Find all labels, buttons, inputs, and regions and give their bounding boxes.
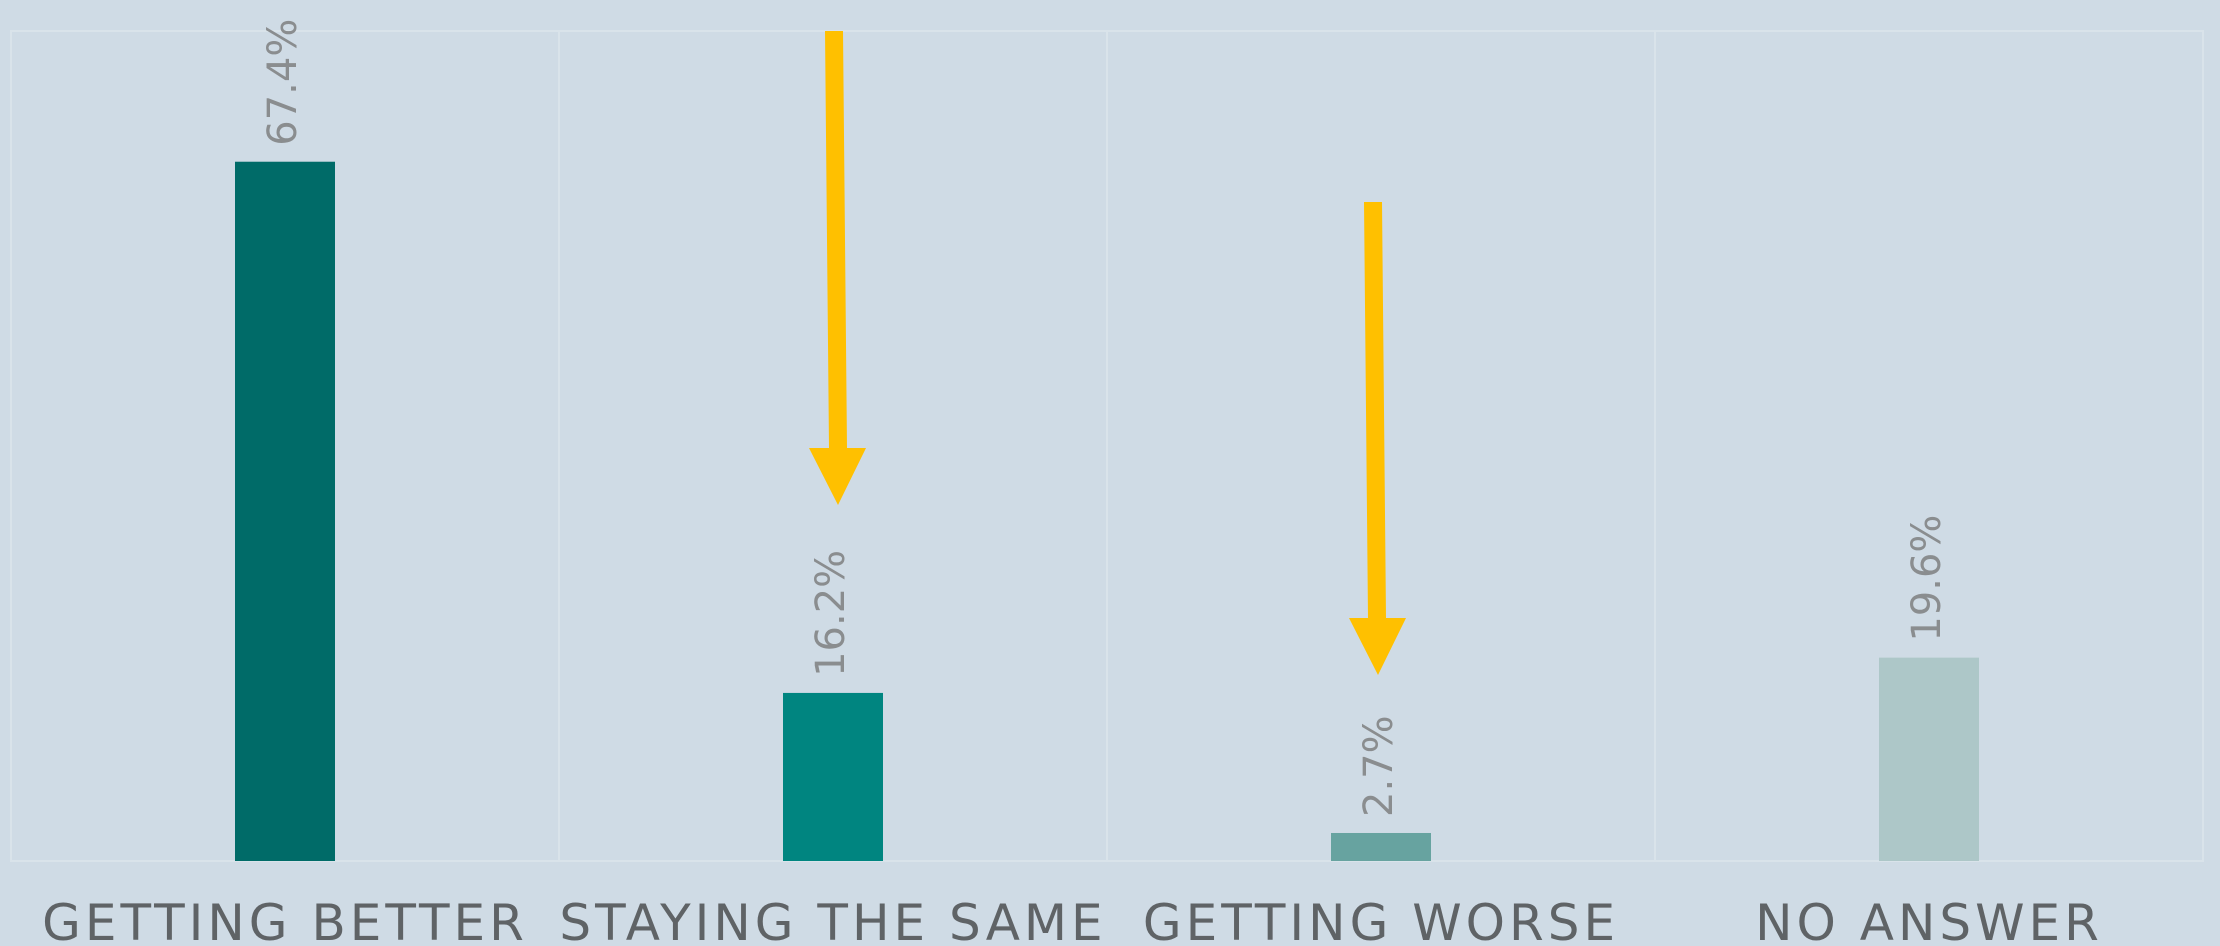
x-tick-label: GETTING BETTER — [42, 894, 528, 946]
value-label: 16.2% — [808, 550, 854, 677]
bar — [783, 692, 883, 861]
arrow — [809, 31, 866, 505]
value-label: 2.7% — [1356, 715, 1402, 817]
arrow — [1349, 202, 1406, 675]
bar — [235, 161, 335, 862]
bar — [1879, 657, 1979, 861]
arrows — [809, 31, 1406, 675]
value-label: 67.4% — [260, 19, 306, 146]
bar — [1331, 832, 1431, 861]
x-tick-label: GETTING WORSE — [1143, 894, 1619, 946]
x-tick-label: STAYING THE SAME — [559, 894, 1106, 946]
value-label: 19.6% — [1904, 515, 1950, 642]
x-tick-label: NO ANSWER — [1755, 894, 2103, 946]
